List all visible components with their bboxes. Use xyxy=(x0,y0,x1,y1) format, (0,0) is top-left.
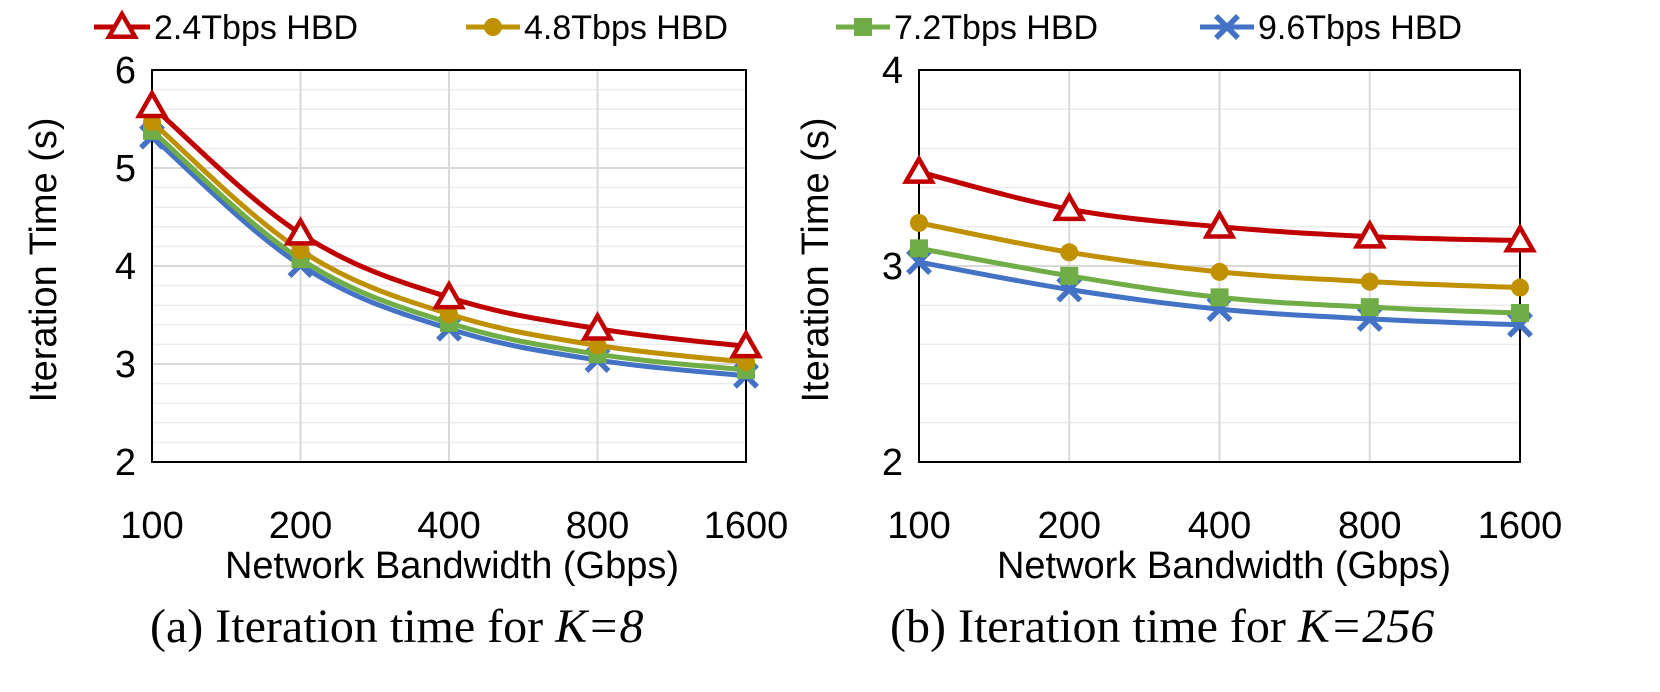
data-point-200 xyxy=(291,241,310,260)
series-4-8tbps-hbd xyxy=(910,213,1529,297)
caption-variable: K=256 xyxy=(1297,600,1434,653)
data-point-400 xyxy=(1210,288,1229,307)
legend-marker-triangle xyxy=(105,9,139,39)
data-point-800 xyxy=(1360,272,1379,291)
grid xyxy=(152,70,746,462)
data-point-800 xyxy=(1360,298,1379,317)
legend-item-9-6tbps-hbd: 9.6Tbps HBD xyxy=(1200,9,1462,47)
chart-b: 2 3 4 100 200 400 800 1600 Network Bandwidth (Gb… xyxy=(795,50,1562,653)
y-tick-label: 4 xyxy=(882,50,903,92)
series-2-4tbps-hbd xyxy=(135,88,763,359)
caption-text: (b) Iteration time for xyxy=(890,600,1298,653)
legend-marker-square xyxy=(854,18,872,36)
x-tick-label: 200 xyxy=(1038,505,1101,547)
data-point-100 xyxy=(910,239,928,258)
legend-item-4-8tbps-hbd: 4.8Tbps HBD xyxy=(466,9,728,47)
data-point-200 xyxy=(1060,243,1079,262)
data-point-100 xyxy=(902,154,936,184)
data-point-200 xyxy=(1052,191,1087,222)
data-point-200 xyxy=(283,216,318,246)
legend-item-7-2tbps-hbd: 7.2Tbps HBD xyxy=(836,9,1098,47)
x-tick-label: 100 xyxy=(120,505,183,547)
series-7-2tbps-hbd xyxy=(910,239,1529,323)
legend-item-2-4tbps-hbd: 2.4Tbps HBD xyxy=(94,9,358,47)
plot-area-frame xyxy=(918,69,1521,463)
legend-marker-circle xyxy=(484,18,502,36)
y-tick-label: 2 xyxy=(882,442,903,484)
x-tick-label: 400 xyxy=(417,505,480,547)
legend: 2.4Tbps HBD 4.8Tbps HBD 7.2Tbps HBD 9.6Tbps… xyxy=(94,9,1462,47)
data-point-400 xyxy=(432,279,466,310)
y-tick-label: 5 xyxy=(115,148,136,190)
caption-variable: K=8 xyxy=(554,600,643,653)
data-point-800 xyxy=(580,311,615,341)
y-tick-label: 2 xyxy=(115,442,136,484)
x-tick-label: 200 xyxy=(269,505,332,547)
data-point-100 xyxy=(910,213,928,232)
x-tick-label: 400 xyxy=(1188,505,1251,547)
series-group xyxy=(135,88,763,389)
data-point-1600 xyxy=(1511,304,1529,323)
plot-area-frame xyxy=(151,69,747,463)
caption-text: (a) Iteration time for xyxy=(150,600,555,653)
x-tick-label: 100 xyxy=(887,505,950,547)
x-axis: 100 200 400 800 1600 xyxy=(887,505,1562,547)
figure-caption: (b) Iteration time for K=256 xyxy=(890,600,1434,653)
legend-label: 4.8Tbps HBD xyxy=(524,9,728,47)
data-point-1600 xyxy=(729,328,763,359)
x-tick-label: 800 xyxy=(1338,505,1401,547)
data-point-200 xyxy=(1060,266,1079,285)
y-axis-label: Iteration Time (s) xyxy=(795,117,837,402)
y-tick-label: 3 xyxy=(882,246,903,288)
grid xyxy=(919,70,1520,462)
x-tick-label: 1600 xyxy=(1478,505,1563,547)
x-axis-label: Network Bandwidth (Gbps) xyxy=(997,545,1451,587)
x-tick-label: 800 xyxy=(566,505,629,547)
y-axis: 2 3 4 xyxy=(882,50,903,484)
legend-label: 2.4Tbps HBD xyxy=(154,9,358,47)
series-group xyxy=(902,154,1537,338)
x-axis-label: Network Bandwidth (Gbps) xyxy=(225,545,679,587)
chart-a: 2 3 4 5 6 100 200 400 800 1600 Network Bandwidth (… xyxy=(23,50,788,653)
data-point-800 xyxy=(588,336,607,355)
data-point-1600 xyxy=(1503,222,1537,253)
y-axis-label: Iteration Time (s) xyxy=(23,117,65,402)
y-tick-label: 4 xyxy=(115,246,136,288)
data-point-400 xyxy=(1202,209,1237,239)
x-axis: 100 200 400 800 1600 xyxy=(120,505,788,547)
data-point-100 xyxy=(135,88,169,119)
data-point-400 xyxy=(440,305,458,324)
legend-marker-x xyxy=(1214,14,1240,40)
legend-label: 9.6Tbps HBD xyxy=(1258,9,1462,47)
legend-label: 7.2Tbps HBD xyxy=(894,9,1098,47)
series-2-4tbps-hbd xyxy=(902,154,1537,253)
y-tick-label: 3 xyxy=(115,344,136,386)
data-point-800 xyxy=(1352,219,1387,249)
figure-caption: (a) Iteration time for K=8 xyxy=(150,600,644,653)
data-point-1600 xyxy=(1511,278,1529,297)
x-tick-label: 1600 xyxy=(704,505,789,547)
y-axis: 2 3 4 5 6 xyxy=(115,50,136,484)
y-tick-label: 6 xyxy=(115,50,136,92)
data-point-400 xyxy=(1210,262,1229,281)
